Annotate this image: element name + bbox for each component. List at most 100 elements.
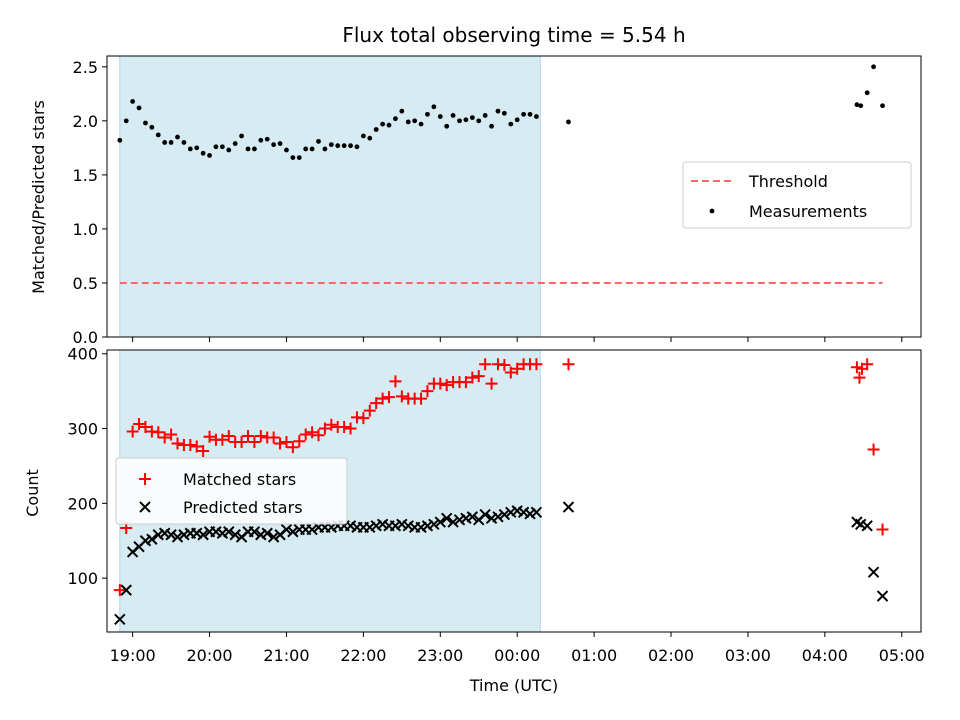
measurement-point bbox=[303, 146, 309, 152]
legend-measurement-swatch bbox=[709, 208, 715, 214]
matched-star-marker bbox=[504, 366, 517, 379]
measurement-point bbox=[322, 146, 328, 152]
top-measurement-points bbox=[117, 64, 885, 160]
measurement-point bbox=[309, 146, 315, 152]
measurement-point bbox=[258, 137, 264, 143]
legend-box bbox=[682, 161, 912, 229]
measurement-point bbox=[181, 140, 187, 145]
measurement-point bbox=[284, 147, 289, 153]
measurement-point bbox=[425, 111, 430, 117]
bottom-y-axis-label: Count bbox=[23, 469, 42, 517]
measurement-point bbox=[341, 143, 347, 149]
measurement-point bbox=[514, 117, 520, 123]
matched-star-marker bbox=[299, 428, 312, 441]
y-tick-label: 0.5 bbox=[73, 274, 98, 293]
x-tick-label: 22:00 bbox=[340, 646, 386, 665]
matched-star-marker bbox=[248, 436, 261, 449]
predicted-star-marker bbox=[197, 529, 209, 541]
bottom-x-axis: 19:00 20:00 21:00 22:00 23:00 00:00 01:00 02:00… bbox=[110, 632, 925, 665]
matched-star-marker bbox=[197, 444, 210, 457]
measurement-point bbox=[373, 127, 379, 132]
measurement-point bbox=[348, 143, 353, 149]
matched-star-marker bbox=[421, 385, 434, 398]
matched-star-marker bbox=[113, 584, 126, 597]
measurement-point bbox=[290, 155, 296, 160]
measurement-point bbox=[501, 110, 507, 116]
matched-star-marker bbox=[440, 379, 453, 392]
matched-star-marker bbox=[850, 361, 863, 374]
measurement-point bbox=[117, 137, 123, 143]
matched-star-marker bbox=[254, 430, 267, 443]
measurement-point bbox=[245, 146, 251, 152]
predicted-star-marker bbox=[434, 516, 446, 528]
y-tick-label: 200 bbox=[67, 494, 98, 513]
top-y-axis-label: Matched/Predicted stars bbox=[29, 100, 48, 294]
legend-threshold-label: Threshold bbox=[748, 172, 828, 191]
x-tick-label: 02:00 bbox=[648, 646, 694, 665]
legend-matched-swatch bbox=[139, 473, 151, 485]
matched-star-marker bbox=[325, 418, 338, 431]
matched-star-marker bbox=[530, 358, 543, 371]
measurement-point bbox=[335, 143, 341, 149]
predicted-star-marker bbox=[171, 531, 184, 543]
predicted-star-marker bbox=[248, 526, 261, 538]
predicted-star-marker bbox=[492, 511, 504, 523]
measurement-point bbox=[271, 142, 277, 148]
measurement-point bbox=[880, 103, 885, 109]
predicted-star-marker bbox=[114, 613, 126, 625]
measurement-point bbox=[534, 114, 539, 119]
measurement-point bbox=[380, 121, 386, 127]
predicted-star-marker bbox=[165, 529, 177, 541]
legend-predicted-label: Predicted stars bbox=[183, 498, 303, 517]
predicted-star-marker bbox=[498, 508, 511, 521]
x-tick-label: 20:00 bbox=[186, 646, 232, 665]
y-tick-label: 1.0 bbox=[73, 220, 98, 239]
matched-star-marker bbox=[479, 358, 492, 371]
top-observing-window bbox=[119, 55, 541, 338]
x-tick-label: 05:00 bbox=[879, 646, 925, 665]
measurement-point bbox=[871, 64, 876, 70]
y-tick-label: 100 bbox=[67, 569, 98, 588]
measurement-point bbox=[296, 155, 302, 160]
x-tick-label: 21:00 bbox=[263, 646, 309, 665]
matched-star-marker bbox=[158, 431, 171, 444]
x-tick-label: 03:00 bbox=[725, 646, 771, 665]
measurement-point bbox=[437, 114, 443, 119]
measurement-point bbox=[399, 108, 405, 114]
x-axis-label: Time (UTC) bbox=[469, 676, 558, 695]
measurement-point bbox=[136, 105, 142, 111]
matched-star-marker bbox=[376, 392, 389, 405]
bottom-y-axis: 100 200 300 400 bbox=[67, 345, 107, 588]
matched-star-marker bbox=[222, 430, 235, 443]
top-y-axis: 0.0 0.5 1.0 1.5 2.0 2.5 bbox=[73, 58, 107, 347]
y-tick-label: 0.0 bbox=[73, 328, 98, 347]
measurement-point bbox=[521, 111, 527, 117]
matched-star-marker bbox=[370, 397, 383, 410]
top-x-tick-marks bbox=[132, 337, 903, 342]
matched-star-marker bbox=[876, 523, 889, 536]
measurement-point bbox=[457, 118, 462, 124]
matched-star-marker bbox=[152, 426, 165, 439]
measurement-point bbox=[219, 144, 225, 150]
measurement-point bbox=[232, 141, 238, 146]
predicted-star-marker bbox=[229, 529, 241, 541]
matched-star-marker bbox=[306, 426, 319, 439]
matched-star-marker bbox=[280, 436, 293, 449]
matched-star-marker bbox=[165, 428, 178, 441]
measurement-point bbox=[489, 123, 494, 129]
matched-star-marker bbox=[434, 377, 447, 390]
measurement-point bbox=[386, 122, 392, 128]
x-tick-label: 00:00 bbox=[494, 646, 540, 665]
measurement-point bbox=[187, 146, 193, 152]
measurement-point bbox=[508, 121, 514, 127]
matched-star-marker bbox=[459, 376, 472, 389]
matched-star-marker bbox=[485, 377, 498, 390]
measurement-point bbox=[476, 118, 482, 124]
measurement-point bbox=[162, 140, 168, 145]
legend-matched-label: Matched stars bbox=[183, 470, 296, 489]
matched-star-marker bbox=[562, 358, 575, 371]
y-tick-label: 300 bbox=[67, 420, 98, 439]
measurement-point bbox=[482, 113, 488, 118]
measurement-point bbox=[367, 135, 373, 141]
measurement-point bbox=[328, 142, 334, 148]
